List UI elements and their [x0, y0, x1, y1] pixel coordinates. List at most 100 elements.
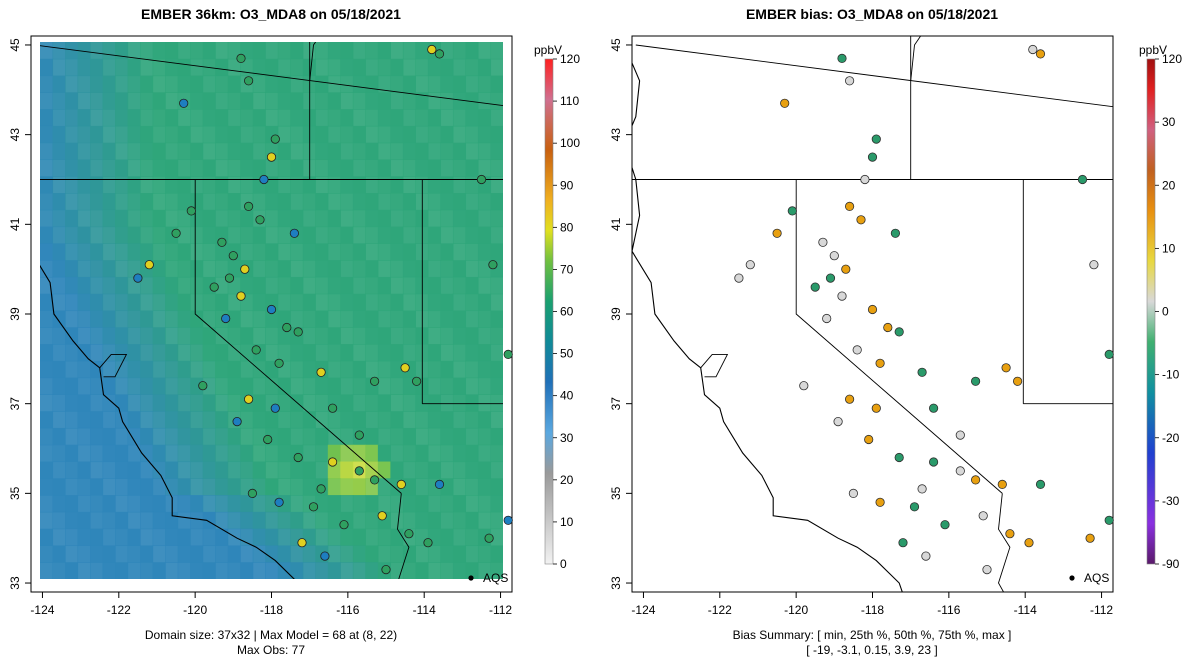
right-x-tick-label: -118: [861, 603, 884, 617]
right-station-point: [917, 367, 927, 377]
left-station-point: [259, 174, 269, 185]
right-colorbar-tick-label: 30: [1162, 115, 1176, 129]
left-colorbar-tick-label: 90: [560, 178, 574, 192]
right-aqs-label: AQS: [1084, 571, 1109, 585]
left-station-point: [377, 511, 387, 521]
right-station-point: [940, 520, 950, 530]
left-station-point: [244, 201, 254, 211]
left-station-point: [209, 282, 219, 292]
right-station-point: [894, 452, 904, 463]
right-y-tick-label: 33: [609, 576, 623, 590]
right-station-point: [1001, 363, 1011, 373]
left-x-tick-label: -124: [30, 603, 54, 617]
left-station-point: [255, 215, 265, 225]
right-station-point: [867, 152, 878, 162]
right-colorbar-tick-label: -10: [1162, 368, 1180, 382]
left-station-point: [270, 403, 280, 413]
left-station-point: [400, 363, 410, 373]
left-station-point: [133, 273, 143, 283]
right-station-point: [917, 484, 927, 494]
left-station-point: [247, 488, 257, 498]
left-station-point: [381, 564, 391, 575]
right-station-point: [856, 215, 866, 225]
left-station-point: [327, 403, 338, 413]
left-colorbar-tick-label: 70: [560, 262, 574, 276]
right-colorbar-ticks: -90 -30 -20 -10 0 10 20 30 120: [1155, 52, 1182, 571]
right-station-point: [1005, 529, 1015, 539]
right-station-point: [871, 134, 881, 144]
right-station-point: [1024, 538, 1034, 548]
left-y-tick-label: 39: [8, 307, 22, 321]
left-colorbar-unit: ppbV: [534, 43, 562, 57]
left-station-point: [244, 394, 254, 404]
right-station-point: [982, 564, 992, 575]
left-station-point: [236, 53, 246, 64]
right-colorbar-tick-label: -30: [1162, 494, 1180, 508]
right-station-point: [890, 228, 901, 238]
left-x-tick-label: -120: [183, 603, 207, 617]
left-station-markers: [133, 44, 513, 575]
right-station-point: [883, 322, 893, 333]
left-title: EMBER 36km: O3_MDA8 on 05/18/2021: [141, 6, 401, 22]
right-station-point: [1104, 515, 1114, 525]
left-colorbar-tick-label: 60: [560, 305, 574, 319]
left-station-point: [434, 49, 445, 59]
left-station-point: [224, 273, 235, 283]
left-x-tick-label: -122: [107, 603, 131, 617]
right-station-point: [852, 345, 862, 355]
right-station-point: [799, 381, 809, 391]
left-colorbar: [544, 58, 554, 565]
right-x-tick-label: -114: [1014, 603, 1037, 617]
right-station-point: [841, 264, 851, 274]
right-panel: EMBER bias: O3_MDA8 on 05/18/2021 AQS -1…: [609, 6, 1182, 657]
left-station-point: [434, 479, 445, 489]
right-station-point: [1035, 49, 1046, 59]
left-station-point: [144, 260, 154, 270]
right-x-tick-label: -116: [937, 603, 960, 617]
left-x-tick-label: -116: [336, 603, 359, 617]
left-station-point: [289, 228, 299, 238]
right-footer-line1: Bias Summary: [ min, 25th %, 50th %, 75t…: [733, 628, 1012, 642]
right-y-tick-label: 41: [609, 217, 623, 231]
left-station-point: [270, 134, 280, 144]
left-y-tick-label: 45: [8, 38, 22, 52]
right-station-point: [844, 201, 855, 211]
left-station-point: [236, 291, 246, 301]
right-x-tick-label: -122: [708, 603, 732, 617]
left-y-tick-label: 35: [8, 486, 22, 500]
right-x-tick-label: -112: [1090, 603, 1113, 617]
left-colorbar-tick-label: 40: [560, 389, 574, 403]
left-station-point: [297, 538, 307, 548]
left-station-point: [198, 381, 208, 391]
right-station-point: [772, 228, 782, 238]
left-station-point: [228, 251, 238, 261]
left-colorbar-tick-label: 50: [560, 347, 574, 361]
right-colorbar-tick-label: 20: [1162, 178, 1176, 192]
right-station-point: [837, 291, 847, 301]
left-station-point: [503, 349, 513, 359]
right-station-point: [1085, 533, 1095, 543]
left-station-point: [274, 497, 284, 507]
left-y-tick-label: 37: [8, 397, 22, 411]
left-aqs-label: AQS: [483, 571, 508, 585]
right-station-point: [864, 434, 874, 445]
right-station-point: [898, 538, 908, 548]
left-footer-line2: Max Obs: 77: [237, 643, 305, 657]
left-station-point: [396, 479, 406, 489]
right-station-point: [780, 98, 790, 108]
left-station-point: [488, 260, 498, 270]
left-station-point: [354, 466, 364, 476]
left-station-point: [339, 520, 349, 530]
right-station-point: [1104, 349, 1114, 359]
left-model-grid: [40, 42, 503, 579]
right-aqs-marker: [1069, 575, 1075, 581]
right-station-point: [818, 237, 828, 247]
right-station-point: [810, 282, 820, 292]
left-station-point: [266, 152, 277, 162]
left-colorbar-tick-label: 10: [560, 515, 574, 529]
left-x-tick-label: -112: [489, 603, 512, 617]
right-station-point: [928, 403, 939, 413]
right-station-point: [829, 251, 839, 261]
right-station-point: [997, 479, 1007, 489]
right-station-point: [1028, 44, 1038, 55]
